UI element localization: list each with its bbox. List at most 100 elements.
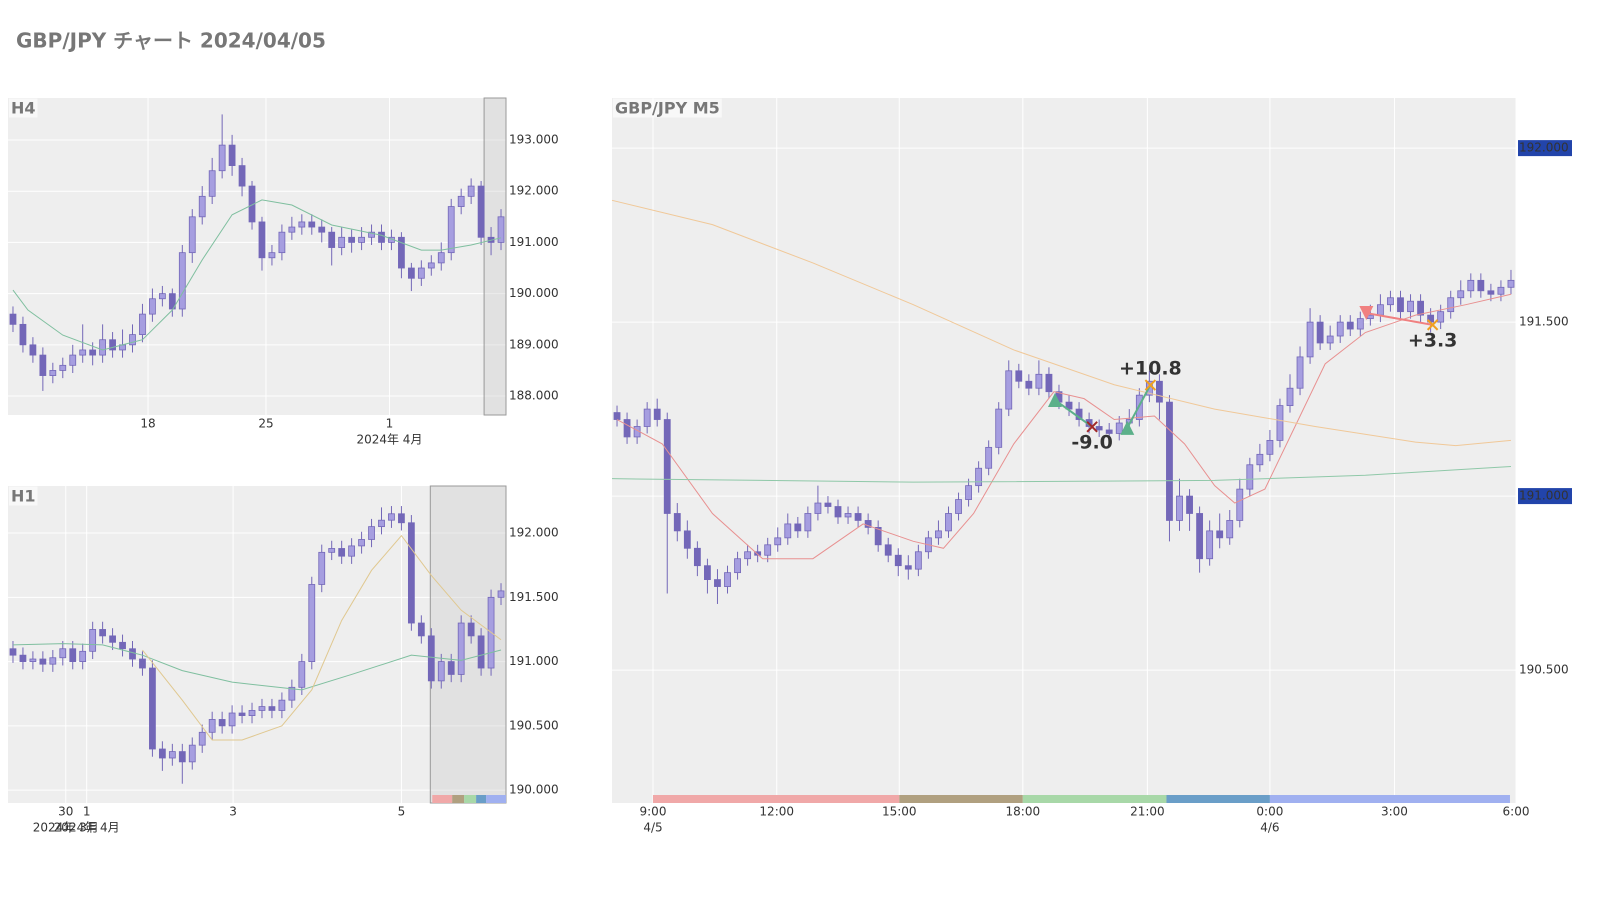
candle-body [1095,426,1103,431]
candle-body [29,344,37,356]
candle-body [884,544,892,556]
candle-body [398,513,405,524]
y-tick-label: 190.500 [509,718,559,732]
candle-body [168,751,176,759]
candle-body [477,635,485,669]
panel-title-bg [9,486,38,506]
candle-body [318,551,326,585]
candle-body [417,267,425,279]
candle-body [467,622,475,637]
candle-body [59,648,67,659]
trade-pnl: +3.3 [1408,329,1458,351]
x-tick-label: 12:00 [759,805,794,819]
candle-body [407,522,415,624]
candle-body [89,349,97,356]
candle-body [228,712,236,727]
candle-body [198,195,206,218]
candle-body [1156,380,1163,403]
trade-exit [1426,319,1439,331]
highlight-region [429,485,507,804]
candle-body [437,252,445,264]
candle-body [1256,453,1264,466]
candle-body [69,648,77,662]
x-tick-label: 18 [140,417,155,431]
candle-body [427,262,435,269]
candle-body [1005,370,1013,410]
candle-body [985,446,993,469]
y-tick-label: 188.000 [509,389,559,403]
candle-body [497,216,505,243]
candle-body [338,548,346,557]
panel-title: H1 [11,487,36,506]
moving-average [611,466,1512,483]
candle-body [328,548,336,553]
candle-body [1407,300,1414,313]
x-tick-label: 18:00 [1006,805,1041,819]
trade-line [1366,312,1433,326]
candle-body [744,551,752,560]
candle-body [178,252,186,310]
candle-body [388,513,395,521]
candle-body [1397,297,1404,313]
trade-entry [1359,306,1374,321]
candle-body [764,544,772,556]
trade-line [1126,384,1152,429]
candle-body [149,298,156,315]
candle-body [378,519,385,528]
candle-body [1276,405,1284,441]
page-title: GBP/JPY チャート 2024/04/05 [16,29,326,53]
candle-body [1316,321,1324,344]
session-bar [1166,795,1270,803]
plot-background [612,98,1516,803]
candle-body [39,658,47,665]
y-tick-label: 193.000 [509,132,559,146]
candle-body [714,579,721,587]
x-tick-label: 6:00 [1503,805,1530,819]
x-tick-label: 1 [83,805,91,819]
session-bar [652,795,900,803]
candle-body [49,370,57,376]
x-tick-label-secondary: 4/5 [643,821,662,835]
candle-body [1497,286,1505,295]
candle-body [1336,321,1344,337]
candle-body [724,572,731,587]
candle-body [288,686,296,701]
candle-body [1246,464,1254,490]
candle-body [69,354,77,366]
candle-body [158,748,166,759]
candle-body [59,364,67,371]
highlight-region [483,97,507,416]
candle-body [168,293,176,310]
candle-body [653,408,661,420]
y-tick-label: 190.000 [509,286,559,300]
candle-body [208,719,216,733]
candle-body [1507,279,1515,288]
candle-body [784,523,792,539]
candle-body [417,622,425,637]
candle-body [39,354,47,376]
session-bar [1022,795,1167,803]
candle-body [945,513,952,532]
x-tick-label: 3 [229,805,237,819]
x-tick-label-secondary: 4/6 [1260,821,1279,835]
candle-body [358,236,365,243]
session-bar [1269,795,1510,803]
candle-body [734,558,741,574]
y-tick-label: 191.500 [509,590,559,604]
candle-body [1356,318,1364,330]
panel-title-bg [613,98,722,118]
candle-body [407,267,415,279]
candle-body [1025,380,1033,389]
candle-body [1387,297,1394,306]
x-tick-label: 5 [398,805,406,819]
candle-body [368,231,375,238]
candle-body [1296,356,1304,389]
candle-body [864,520,872,528]
candle-body [824,502,832,507]
candle-body [1196,513,1204,560]
candle-body [158,293,166,300]
x-tick-label: 21:00 [1130,805,1165,819]
candle-body [794,523,802,532]
candle-body [238,165,246,187]
candle-body [643,408,651,427]
